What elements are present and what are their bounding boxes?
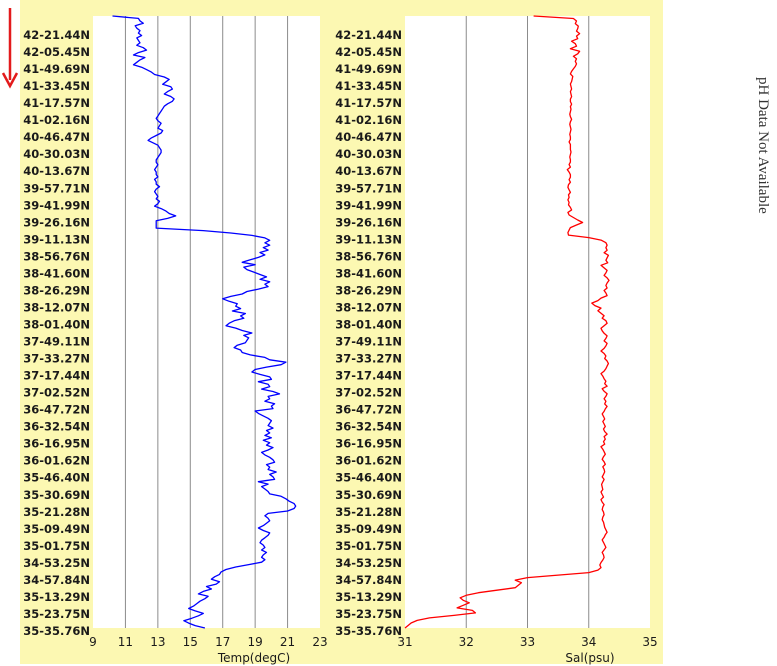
y-tick-label: 37-33.27N (23, 352, 90, 366)
x-tick-label: 9 (89, 635, 97, 649)
x-tick-label: 17 (215, 635, 230, 649)
y-tick-label: 40-30.03N (335, 147, 402, 161)
y-tick-label: 40-46.47N (335, 130, 402, 144)
y-tick-label: 38-56.76N (335, 249, 402, 263)
y-tick-label: 39-11.13N (23, 232, 90, 246)
y-tick-label: 41-02.16N (23, 113, 90, 127)
y-tick-label: 37-49.11N (23, 335, 90, 349)
y-tick-label: 40-13.67N (23, 164, 90, 178)
y-tick-label: 37-33.27N (335, 352, 402, 366)
y-tick-label: 35-23.75N (23, 607, 90, 621)
y-tick-label: 39-41.99N (335, 198, 402, 212)
y-tick-label: 41-02.16N (335, 113, 402, 127)
y-tick-label: 36-01.62N (335, 454, 402, 468)
y-tick-label: 38-12.07N (23, 300, 90, 314)
down-arrow-icon (1, 8, 19, 89)
y-tick-label: 39-11.13N (335, 232, 402, 246)
y-tick-label: 35-30.69N (23, 488, 90, 502)
y-tick-label: 34-53.25N (335, 556, 402, 570)
temperature-chart-panel: 9 11 13 15 17 19 21 23 Temp(degC) 42-21.44N 42-05.… (20, 0, 330, 665)
arrow-head (1, 72, 19, 89)
y-tick-label: 40-30.03N (23, 147, 90, 161)
y-tick-label: 34-53.25N (23, 556, 90, 570)
y-tick-label: 34-57.84N (335, 573, 402, 587)
y-tick-label: 41-49.69N (335, 62, 402, 76)
x-tick-label: 11 (118, 635, 133, 649)
y-tick-label: 38-41.60N (335, 266, 402, 280)
y-tick-label: 38-41.60N (23, 266, 90, 280)
x-tick-label: 23 (312, 635, 327, 649)
y-tick-label: 35-21.28N (335, 505, 402, 519)
y-tick-label: 36-16.95N (23, 437, 90, 451)
y-tick-label: 35-13.29N (23, 590, 90, 604)
y-tick-label: 36-32.54N (335, 420, 402, 434)
y-tick-label: 35-21.28N (23, 505, 90, 519)
x-tick-label: 33 (520, 635, 535, 649)
x-tick-label: 21 (280, 635, 295, 649)
y-tick-label: 41-49.69N (23, 62, 90, 76)
x-tick-label: 35 (642, 635, 657, 649)
y-tick-label: 38-01.40N (335, 317, 402, 331)
y-tick-label: 35-30.69N (335, 488, 402, 502)
plot-area (93, 16, 320, 628)
salinity-series-line (404, 15, 610, 629)
y-tick-label: 34-57.84N (23, 573, 90, 587)
x-tick-label: 13 (150, 635, 165, 649)
y-tick-label: 35-01.75N (23, 539, 90, 553)
y-tick-label: 40-46.47N (23, 130, 90, 144)
y-tick-label: 41-33.45N (335, 79, 402, 93)
y-tick-label: 38-56.76N (23, 249, 90, 263)
x-axis-title: Sal(psu) (565, 651, 614, 665)
y-tick-label: 36-47.72N (335, 403, 402, 417)
x-tick-label: 32 (459, 635, 474, 649)
y-tick-label: 39-26.16N (23, 215, 90, 229)
y-tick-label: 42-21.44N (335, 28, 402, 42)
x-axis-title: Temp(degC) (217, 651, 290, 665)
y-tick-label: 42-05.45N (23, 45, 90, 59)
y-tick-label: 37-02.52N (335, 386, 402, 400)
y-tick-label: 40-13.67N (335, 164, 402, 178)
y-tick-label: 39-57.71N (335, 181, 402, 195)
y-tick-label: 42-21.44N (23, 28, 90, 42)
ph-unavailable-note: pH Data Not Available (755, 77, 771, 214)
y-tick-label: 41-17.57N (23, 96, 90, 110)
y-tick-label: 35-09.49N (23, 522, 90, 536)
y-tick-label: 35-35.76N (335, 624, 402, 638)
x-tick-label: 19 (248, 635, 263, 649)
y-tick-label: 37-17.44N (335, 369, 402, 383)
y-tick-label: 35-46.40N (335, 471, 402, 485)
x-tick-label: 31 (397, 635, 412, 649)
x-tick-label: 34 (581, 635, 596, 649)
y-tick-label: 35-09.49N (335, 522, 402, 536)
y-tick-label: 35-13.29N (335, 590, 402, 604)
y-tick-label: 41-33.45N (23, 79, 90, 93)
y-tick-label: 38-26.29N (23, 283, 90, 297)
y-tick-label: 38-12.07N (335, 300, 402, 314)
y-tick-label: 35-46.40N (23, 471, 90, 485)
y-tick-label: 39-41.99N (23, 198, 90, 212)
y-tick-label: 35-23.75N (335, 607, 402, 621)
y-tick-label: 41-17.57N (335, 96, 402, 110)
y-tick-label: 38-26.29N (335, 283, 402, 297)
y-tick-label: 36-32.54N (23, 420, 90, 434)
y-tick-label: 35-35.76N (23, 624, 90, 638)
y-tick-label: 36-16.95N (335, 437, 402, 451)
y-tick-label: 39-57.71N (23, 181, 90, 195)
y-tick-label: 39-26.16N (335, 215, 402, 229)
y-tick-label: 35-01.75N (335, 539, 402, 553)
y-tick-label: 37-49.11N (335, 335, 402, 349)
y-tick-label: 37-17.44N (23, 369, 90, 383)
y-tick-label: 42-05.45N (335, 45, 402, 59)
temperature-series-line (112, 15, 297, 629)
y-tick-label: 36-01.62N (23, 454, 90, 468)
x-tick-label: 15 (183, 635, 198, 649)
y-tick-label: 38-01.40N (23, 317, 90, 331)
y-tick-label: 37-02.52N (23, 386, 90, 400)
y-tick-label: 36-47.72N (23, 403, 90, 417)
salinity-chart-panel: 31 32 33 34 35 Sal(psu) 42-21.44N 42-05.45N 41-4… (330, 0, 663, 665)
